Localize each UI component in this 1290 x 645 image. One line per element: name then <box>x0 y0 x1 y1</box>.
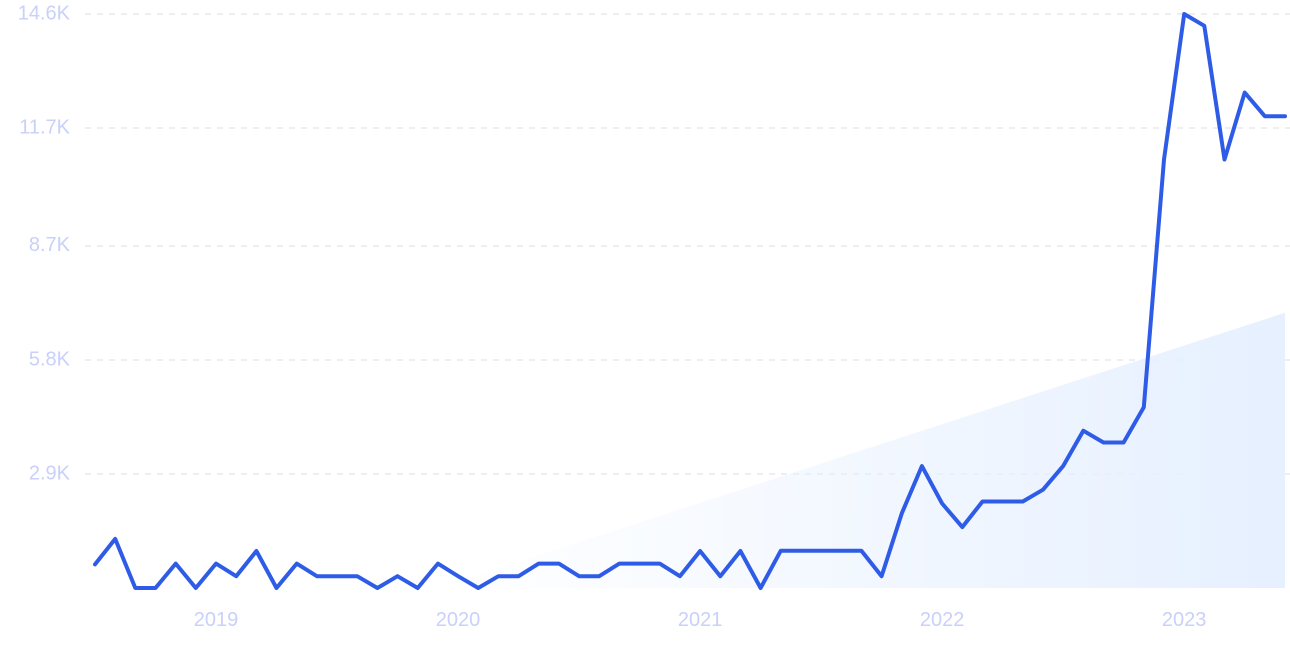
y-tick-label: 14.6K <box>18 2 71 24</box>
y-gridlines <box>85 13 1290 475</box>
y-tick-label: 5.8K <box>29 348 71 370</box>
series-line <box>93 12 1287 590</box>
y-axis-tick-labels: 2.9K 5.8K 8.7K 11.7K 14.6K <box>18 2 71 484</box>
y-tick-label: 11.7K <box>19 116 70 138</box>
x-tick-label: 2019 <box>194 609 239 631</box>
y-tick-label: 2.9K <box>29 462 71 484</box>
x-tick-label: 2023 <box>1162 609 1207 631</box>
x-axis-tick-labels: 2019 2020 2021 2022 2023 <box>194 609 1207 631</box>
trend-area <box>437 312 1285 588</box>
x-tick-label: 2020 <box>436 609 481 631</box>
y-tick-label: 8.7K <box>29 234 71 256</box>
x-tick-label: 2021 <box>678 609 723 631</box>
x-tick-label: 2022 <box>920 609 965 631</box>
